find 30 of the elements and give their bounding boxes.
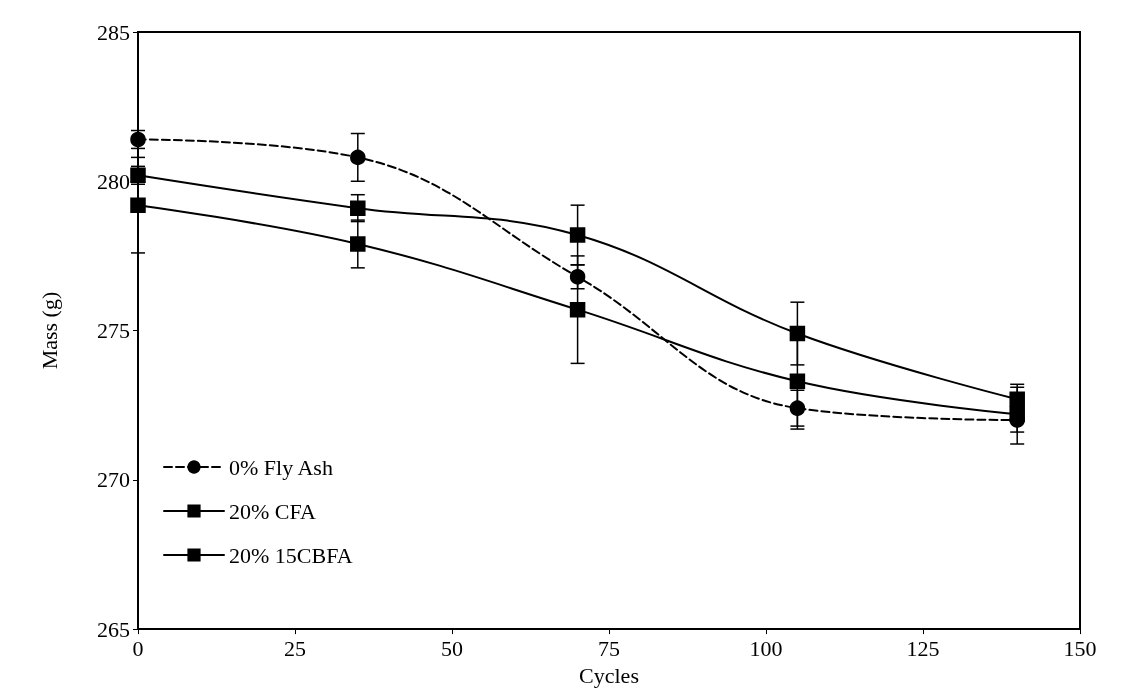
point	[350, 149, 366, 166]
x-tick-label: 75	[598, 635, 620, 661]
y-tick-label: 285	[97, 19, 130, 45]
point	[789, 400, 806, 416]
point	[350, 200, 366, 216]
x-tick-label: 125	[906, 635, 940, 661]
y-axis-title: Mass (g)	[36, 291, 62, 370]
legend-label: 20% 15CBFA	[229, 542, 353, 568]
x-tick-label: 150	[1063, 635, 1097, 661]
point	[130, 131, 146, 148]
x-axis-title: Cycles	[579, 662, 639, 688]
point	[789, 325, 806, 342]
point	[569, 269, 586, 285]
legend-label: 20% CFA	[229, 498, 317, 524]
point	[350, 236, 366, 252]
y-tick-label: 270	[97, 467, 130, 493]
point	[569, 227, 586, 243]
y-tick-label: 275	[97, 318, 130, 344]
x-tick-label: 100	[749, 635, 783, 661]
y-tick-label: 265	[97, 616, 130, 642]
x-tick-label: 50	[441, 635, 463, 661]
x-tick-label: 25	[284, 635, 306, 661]
point	[130, 167, 146, 184]
point	[1009, 391, 1025, 407]
y-tick-label: 280	[97, 168, 130, 194]
x-tick-label: 0	[132, 635, 144, 661]
point	[569, 301, 586, 318]
point	[789, 373, 806, 390]
legend-label: 0% Fly Ash	[229, 454, 333, 480]
point	[130, 197, 146, 213]
